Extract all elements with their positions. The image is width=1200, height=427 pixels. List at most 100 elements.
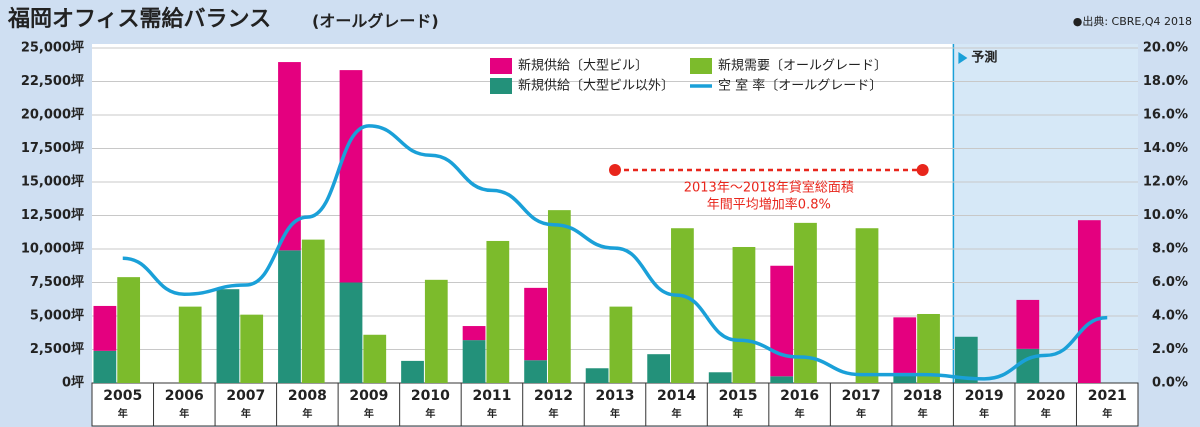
x-tick-suffix: 年 xyxy=(1102,407,1112,420)
x-tick-label: 2006 xyxy=(165,388,204,404)
bar xyxy=(794,222,817,383)
x-tick-label: 2016 xyxy=(780,388,819,404)
x-tick-label: 2014 xyxy=(657,388,696,404)
bar xyxy=(524,360,547,383)
legend-swatch xyxy=(490,58,512,74)
bar xyxy=(424,279,448,383)
bar xyxy=(462,340,486,383)
forecast-label: 予測 xyxy=(971,50,997,66)
bar xyxy=(732,246,756,383)
forecast-arrow xyxy=(958,52,968,64)
legend-label: 新規需要〔オールグレード〕 xyxy=(718,58,887,74)
bar xyxy=(462,326,486,341)
bar xyxy=(585,368,609,383)
bar xyxy=(647,354,671,383)
vacancy-line xyxy=(122,124,1108,381)
x-tick-label: 2017 xyxy=(842,388,881,404)
x-tick-label: 2020 xyxy=(1026,388,1065,404)
source: ●出典: CBRE,Q4 2018 xyxy=(1073,14,1192,28)
bar xyxy=(893,372,917,383)
x-tick-suffix: 年 xyxy=(364,407,374,420)
x-tick-suffix: 年 xyxy=(1041,407,1051,420)
bar xyxy=(1077,220,1101,383)
x-tick-suffix: 年 xyxy=(672,407,682,420)
x-tick-suffix: 年 xyxy=(856,407,866,420)
y2-tick-label: 16.0% xyxy=(1143,108,1188,123)
x-tick-label: 2011 xyxy=(472,388,511,404)
y-tick-label: 0坪 xyxy=(62,376,84,391)
annotation-dot xyxy=(916,164,929,176)
bar xyxy=(547,210,571,383)
bar xyxy=(93,305,117,351)
x-tick-suffix: 年 xyxy=(610,407,620,420)
legend-label: 新規供給〔大型ビル以外〕 xyxy=(518,78,674,94)
y2-tick-label: 14.0% xyxy=(1143,141,1188,156)
x-tick-label: 2019 xyxy=(965,388,1004,404)
x-tick-label: 2009 xyxy=(349,388,388,404)
legend-swatch xyxy=(490,78,512,94)
x-tick-label: 2015 xyxy=(719,388,758,404)
x-tick-label: 2018 xyxy=(903,388,942,404)
legend-label: 新規供給〔大型ビル〕 xyxy=(518,58,648,74)
x-tick-suffix: 年 xyxy=(795,407,805,420)
y2-tick-label: 6.0% xyxy=(1152,275,1188,290)
y-tick-label: 12,500坪 xyxy=(21,208,84,223)
x-tick-label: 2005 xyxy=(103,388,142,404)
annotation-dot xyxy=(609,164,621,176)
y-tick-label: 10,000坪 xyxy=(21,242,84,257)
bar xyxy=(486,240,510,383)
chart-subtitle: (オールグレード) xyxy=(312,12,439,31)
y2-tick-label: 8.0% xyxy=(1152,242,1188,257)
x-tick-label: 2008 xyxy=(288,388,327,404)
y-tick-label: 7,500坪 xyxy=(30,275,84,290)
x-tick-label: 2007 xyxy=(226,388,265,404)
y2-tick-label: 4.0% xyxy=(1152,309,1188,324)
bar xyxy=(301,239,325,383)
x-tick-label: 2010 xyxy=(411,388,450,404)
bar xyxy=(770,376,794,383)
x-tick-suffix: 年 xyxy=(979,407,989,420)
bar xyxy=(770,265,794,377)
y2-tick-label: 2.0% xyxy=(1152,342,1188,357)
bar xyxy=(240,314,264,383)
bar xyxy=(278,62,301,251)
legend-label: 空 室 率〔オールグレード〕 xyxy=(718,78,882,94)
bar xyxy=(893,317,917,373)
y-tick-label: 22,500坪 xyxy=(21,74,84,89)
y-tick-label: 2,500坪 xyxy=(30,342,84,357)
y-tick-label: 20,000坪 xyxy=(21,108,84,123)
bar xyxy=(609,306,633,383)
bar xyxy=(954,336,978,383)
bar xyxy=(671,228,694,383)
x-tick-suffix: 年 xyxy=(548,407,558,420)
bar xyxy=(401,360,424,383)
bar xyxy=(1016,348,1040,383)
x-tick-suffix: 年 xyxy=(918,407,928,420)
x-tick-suffix: 年 xyxy=(302,407,312,420)
x-tick-suffix: 年 xyxy=(733,407,743,420)
bar xyxy=(917,313,940,383)
bar xyxy=(278,250,301,383)
x-tick-suffix: 年 xyxy=(425,407,435,420)
chart-title: 福岡オフィス需給バランス xyxy=(7,6,271,32)
x-tick-suffix: 年 xyxy=(118,407,128,420)
bar xyxy=(363,334,387,383)
bar xyxy=(855,228,879,383)
legend-swatch xyxy=(690,58,712,74)
bar xyxy=(216,289,240,383)
y-tick-label: 17,500坪 xyxy=(21,141,84,156)
bar xyxy=(117,277,141,383)
bar xyxy=(524,287,547,361)
bar xyxy=(339,70,363,283)
bar xyxy=(1016,299,1040,349)
y2-tick-label: 18.0% xyxy=(1143,74,1188,89)
y-tick-label: 25,000坪 xyxy=(21,41,84,56)
annotation-text: 2013年〜2018年貸室総面積 xyxy=(684,180,854,196)
bar xyxy=(178,306,202,383)
bar xyxy=(339,282,363,383)
x-tick-suffix: 年 xyxy=(241,407,251,420)
x-tick-label: 2012 xyxy=(534,388,573,404)
bar xyxy=(708,372,732,383)
